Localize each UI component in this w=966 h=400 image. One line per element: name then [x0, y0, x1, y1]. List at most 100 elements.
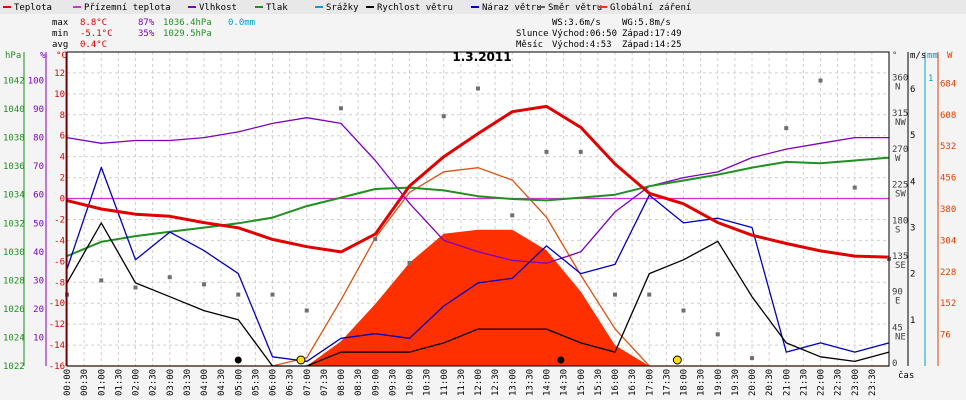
- wind-direction-point: [681, 308, 686, 313]
- tick-label-temperature: 12: [54, 69, 65, 79]
- tick-label-pressure: 1040: [3, 105, 25, 115]
- x-tick-label: 14:00: [543, 369, 553, 396]
- x-tick-label: 14:30: [560, 369, 570, 396]
- tick-label-radiation: 152: [940, 299, 956, 309]
- unit-temp: °C: [56, 51, 67, 61]
- tick-label-direction: 0: [892, 359, 897, 369]
- x-tick-label: 00:00: [63, 369, 73, 396]
- tick-label-temperature: 4: [60, 153, 65, 163]
- x-tick-label: 12:30: [491, 369, 501, 396]
- x-tick-label: 03:00: [166, 369, 176, 396]
- stat-min-hum: 35%: [138, 29, 155, 39]
- wind-direction-point: [510, 213, 515, 218]
- wind-direction-point: [373, 237, 378, 242]
- tick-label-direction: 135: [892, 252, 908, 262]
- moonset-marker: [557, 356, 565, 364]
- tick-label-wind: 2: [910, 270, 915, 280]
- wind-direction-point: [852, 185, 857, 190]
- legend-entry: Přízemní teplota: [84, 3, 171, 13]
- wind-direction-point: [715, 332, 720, 337]
- tick-label-humidity: 90: [33, 105, 44, 115]
- legend-entry: Směr větru: [548, 3, 602, 13]
- wind-direction-point: [167, 275, 172, 280]
- wind-direction-point: [339, 106, 343, 111]
- x-tick-label: 23:00: [851, 369, 861, 396]
- info-block: WS:3.6m/s WG:5.8m/s Slunce Východ:06:50 …: [516, 18, 682, 50]
- tick-label-temperature: 2: [60, 174, 65, 184]
- tick-label-pressure: 1024: [3, 333, 25, 343]
- tick-label-compass: N: [895, 83, 900, 93]
- tick-label-radiation: 532: [940, 142, 956, 152]
- info-sunset: Západ:17:49: [622, 29, 682, 39]
- tick-label-temperature: 8: [60, 111, 65, 121]
- axis-units: hPa % °C ° m/s mm W čas: [5, 51, 953, 381]
- tick-label-compass: NW: [895, 118, 906, 128]
- axes: 1022102410261028103010321034103610381040…: [3, 51, 956, 396]
- tick-label-rain: 1: [928, 74, 933, 84]
- tick-label-humidity: 50: [33, 219, 44, 229]
- tick-label-humidity: 80: [33, 134, 44, 144]
- tick-label-wind: 4: [910, 177, 915, 187]
- sunrise-marker: [296, 355, 306, 365]
- x-tick-label: 17:00: [645, 369, 655, 396]
- tick-label-temperature: -6: [54, 257, 65, 267]
- tick-label-direction: 225: [892, 181, 908, 191]
- wind-direction-point: [407, 260, 412, 265]
- wind-direction-point: [544, 149, 549, 154]
- x-tick-label: 08:00: [337, 369, 347, 396]
- tick-label-temperature: -16: [49, 362, 65, 372]
- x-tick-label: 09:30: [388, 369, 398, 396]
- tick-label-compass: E: [895, 297, 900, 307]
- unit-dir: °: [892, 51, 897, 61]
- tick-label-temperature: -2: [54, 215, 65, 225]
- legend-background: [0, 0, 966, 14]
- moonrise-marker: [234, 356, 242, 364]
- x-tick-label: 02:00: [132, 369, 142, 396]
- tick-label-temperature: 0: [60, 195, 65, 205]
- tick-label-pressure: 1022: [3, 362, 25, 372]
- legend-entry: Globální záření: [610, 3, 691, 13]
- wind-direction-point: [578, 149, 583, 154]
- tick-label-humidity: 10: [33, 333, 44, 343]
- tick-label-humidity: 30: [33, 276, 44, 286]
- tick-label-humidity: 20: [33, 305, 44, 315]
- wind-direction-point: [304, 308, 309, 313]
- tick-label-temperature: -12: [49, 320, 65, 330]
- tick-label-pressure: 1038: [3, 134, 25, 144]
- tick-label-direction: 90: [892, 288, 903, 298]
- x-tick-label: 09:00: [371, 369, 381, 396]
- wind-direction-point: [750, 356, 754, 361]
- x-tick-label: 01:00: [97, 369, 107, 396]
- x-tick-label: 07:30: [320, 369, 330, 396]
- info-wg: WG:5.8m/s: [622, 18, 671, 28]
- info-moon-label: Měsíc: [516, 40, 543, 50]
- x-tick-label: 13:00: [508, 369, 518, 396]
- tick-label-pressure: 1030: [3, 248, 25, 258]
- x-tick-label: 22:30: [834, 369, 844, 396]
- x-tick-label: 16:30: [628, 369, 638, 396]
- legend-entry: Tlak: [266, 3, 288, 13]
- wind-direction-point: [270, 292, 275, 297]
- tick-label-wind: 3: [910, 223, 915, 233]
- series-wind-speed: [66, 222, 890, 367]
- tick-label-direction: 180: [892, 216, 908, 226]
- stat-min-temp: -5.1°C: [80, 29, 113, 39]
- legend: Teplota Přízemní teplota Vlhkost Tlak Srážky…: [0, 0, 966, 14]
- tick-label-humidity: 40: [33, 248, 44, 258]
- tick-label-wind: 1: [910, 316, 915, 326]
- tick-label-temperature: 10: [54, 90, 65, 100]
- tick-label-radiation: 76: [940, 331, 951, 341]
- sunset-marker: [672, 355, 682, 365]
- x-tick-label: 08:30: [354, 369, 364, 396]
- x-tick-label: 00:30: [80, 369, 90, 396]
- tick-label-wind: 6: [910, 85, 915, 95]
- tick-label-compass: W: [895, 154, 901, 164]
- x-tick-label: 05:30: [251, 369, 261, 396]
- unit-wind: m/s: [910, 51, 926, 61]
- stat-avg-temp: 0.4°C: [80, 40, 107, 50]
- stats-block: max 8.8°C 87% 1036.4hPa 0.0mm min -5.1°C…: [52, 18, 255, 50]
- wind-direction-point: [784, 126, 789, 131]
- stat-max-temp: 8.8°C: [80, 18, 107, 28]
- tick-label-radiation: 380: [940, 205, 956, 215]
- x-tick-label: 07:00: [303, 369, 313, 396]
